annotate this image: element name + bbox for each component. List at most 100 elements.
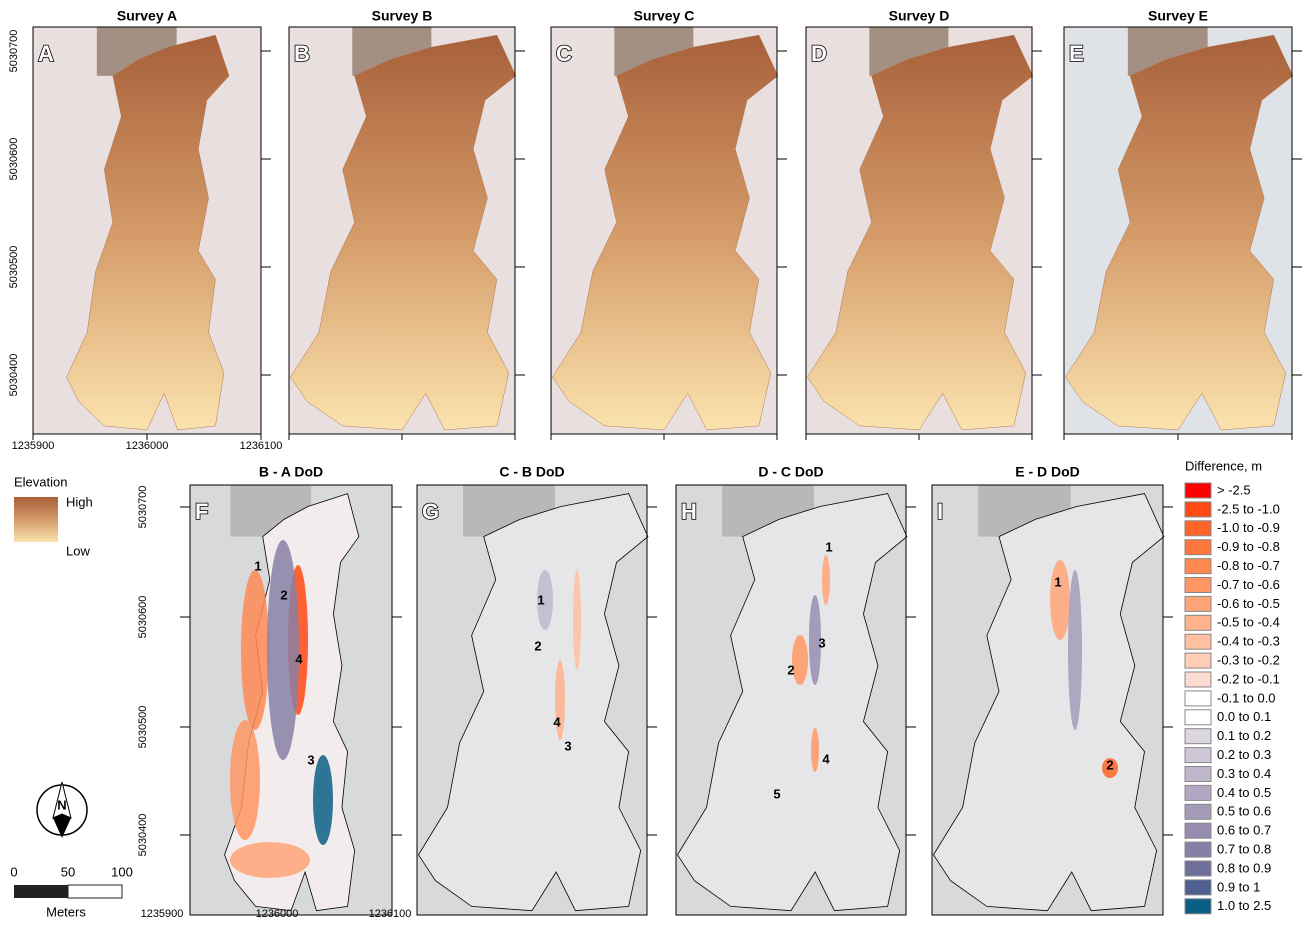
- legend-label: 0.9 to 1: [1217, 879, 1260, 894]
- area-label: 3: [307, 752, 314, 767]
- x-tick-label: 1236100: [369, 908, 412, 920]
- north-label: N: [57, 797, 66, 812]
- legend-label: -0.1 to 0.0: [1217, 690, 1276, 705]
- panel-title: D - C DoD: [758, 464, 823, 480]
- x-tick-label: 1236000: [256, 908, 299, 920]
- area-label: 1: [537, 592, 544, 607]
- dod-panel: [932, 485, 1164, 915]
- legend-swatch: [1185, 672, 1211, 687]
- change-area: [792, 635, 808, 685]
- legend-label: > -2.5: [1217, 482, 1251, 497]
- panel-letter: F: [195, 499, 208, 524]
- panel-title: C - B DoD: [499, 464, 564, 480]
- change-area: [573, 570, 581, 670]
- legend-label: -1.0 to -0.9: [1217, 520, 1280, 535]
- panel-title: Survey A: [117, 8, 177, 24]
- area-label: 2: [1106, 757, 1113, 772]
- legend-swatch: [1185, 540, 1211, 555]
- y-tick-label: 5030400: [137, 814, 149, 857]
- legend-swatch: [1185, 842, 1211, 857]
- dod-panel: [676, 485, 907, 915]
- y-tick-label: 5030500: [8, 246, 20, 289]
- area-label: 4: [553, 714, 561, 729]
- change-area: [241, 570, 269, 730]
- panel-letter: A: [38, 41, 54, 66]
- change-area: [1050, 560, 1070, 640]
- legend-label: 0.0 to 0.1: [1217, 709, 1271, 724]
- scale-unit: Meters: [46, 904, 86, 919]
- change-area: [811, 728, 819, 772]
- panel-title: Survey B: [372, 8, 433, 24]
- legend-label: 0.6 to 0.7: [1217, 823, 1271, 838]
- change-area: [313, 755, 333, 845]
- x-tick-label: 1235900: [12, 440, 55, 452]
- scale-label: 0: [10, 864, 17, 879]
- y-tick-label: 5030500: [137, 706, 149, 749]
- legend-swatch: [1185, 823, 1211, 838]
- legend-label: 0.2 to 0.3: [1217, 747, 1271, 762]
- area-label: 1: [254, 558, 261, 573]
- panel-title: E - D DoD: [1015, 464, 1080, 480]
- area-label: 4: [822, 751, 830, 766]
- legend-swatch: [1185, 596, 1211, 611]
- change-area: [230, 720, 260, 840]
- legend-swatch: [1185, 729, 1211, 744]
- legend-title: Elevation: [14, 474, 67, 489]
- legend-swatch: [1185, 880, 1211, 895]
- map-panel: [551, 27, 778, 434]
- legend-label: -0.7 to -0.6: [1217, 577, 1280, 592]
- legend-label: -0.4 to -0.3: [1217, 634, 1280, 649]
- panel-letter: B: [294, 41, 310, 66]
- x-tick-label: 1236000: [126, 440, 169, 452]
- area-label: 5: [773, 786, 780, 801]
- legend-label: 0.4 to 0.5: [1217, 785, 1271, 800]
- legend-swatch: [1185, 559, 1211, 574]
- legend-label: -0.2 to -0.1: [1217, 671, 1280, 686]
- change-area: [230, 842, 310, 878]
- panel-title: B - A DoD: [259, 464, 323, 480]
- y-tick-label: 5030700: [137, 486, 149, 529]
- panel-letter: D: [811, 41, 827, 66]
- legend-swatch: [1185, 861, 1211, 876]
- dod-panel: [190, 485, 392, 915]
- legend-label: 0.5 to 0.6: [1217, 804, 1271, 819]
- x-tick-label: 1235900: [141, 908, 184, 920]
- panel-letter: G: [422, 499, 439, 524]
- legend-label: 0.3 to 0.4: [1217, 766, 1271, 781]
- map-panel: [1064, 27, 1293, 434]
- elevation-ramp: [14, 497, 58, 542]
- scale-label: 50: [61, 864, 75, 879]
- legend-label: -0.6 to -0.5: [1217, 596, 1280, 611]
- figure: Elevation High Low N 0 50 100 Meters Dif…: [0, 0, 1302, 923]
- y-tick-label: 5030600: [137, 596, 149, 639]
- change-area: [267, 540, 299, 760]
- legend-label: -0.3 to -0.2: [1217, 653, 1280, 668]
- area-label: 2: [534, 638, 541, 653]
- panel-title: Survey E: [1148, 8, 1208, 24]
- legend-swatch: [1185, 615, 1211, 630]
- legend-swatch: [1185, 691, 1211, 706]
- legend-label: -2.5 to -1.0: [1217, 501, 1280, 516]
- legend-swatch: [1185, 578, 1211, 593]
- legend-swatch: [1185, 748, 1211, 763]
- legend-swatch: [1185, 634, 1211, 649]
- scale-label: 100: [111, 864, 133, 879]
- map-panel: [289, 27, 516, 434]
- y-tick-label: 5030600: [8, 138, 20, 181]
- map-panel: [806, 27, 1033, 434]
- y-tick-label: 5030400: [8, 354, 20, 397]
- area-label: 3: [818, 635, 825, 650]
- legend-high: High: [66, 494, 93, 509]
- legend-label: 0.1 to 0.2: [1217, 728, 1271, 743]
- legend-swatch: [1185, 521, 1211, 536]
- dod-panel: [417, 485, 648, 915]
- area-label: 2: [787, 662, 794, 677]
- panel-letter: C: [556, 41, 572, 66]
- legend-label: -0.9 to -0.8: [1217, 539, 1280, 554]
- legend-swatch: [1185, 899, 1211, 914]
- legend-swatch: [1185, 653, 1211, 668]
- difference-legend-title: Difference, m: [1185, 458, 1262, 473]
- map-panel: [33, 27, 261, 434]
- change-area: [822, 555, 830, 605]
- legend-swatch: [1185, 483, 1211, 498]
